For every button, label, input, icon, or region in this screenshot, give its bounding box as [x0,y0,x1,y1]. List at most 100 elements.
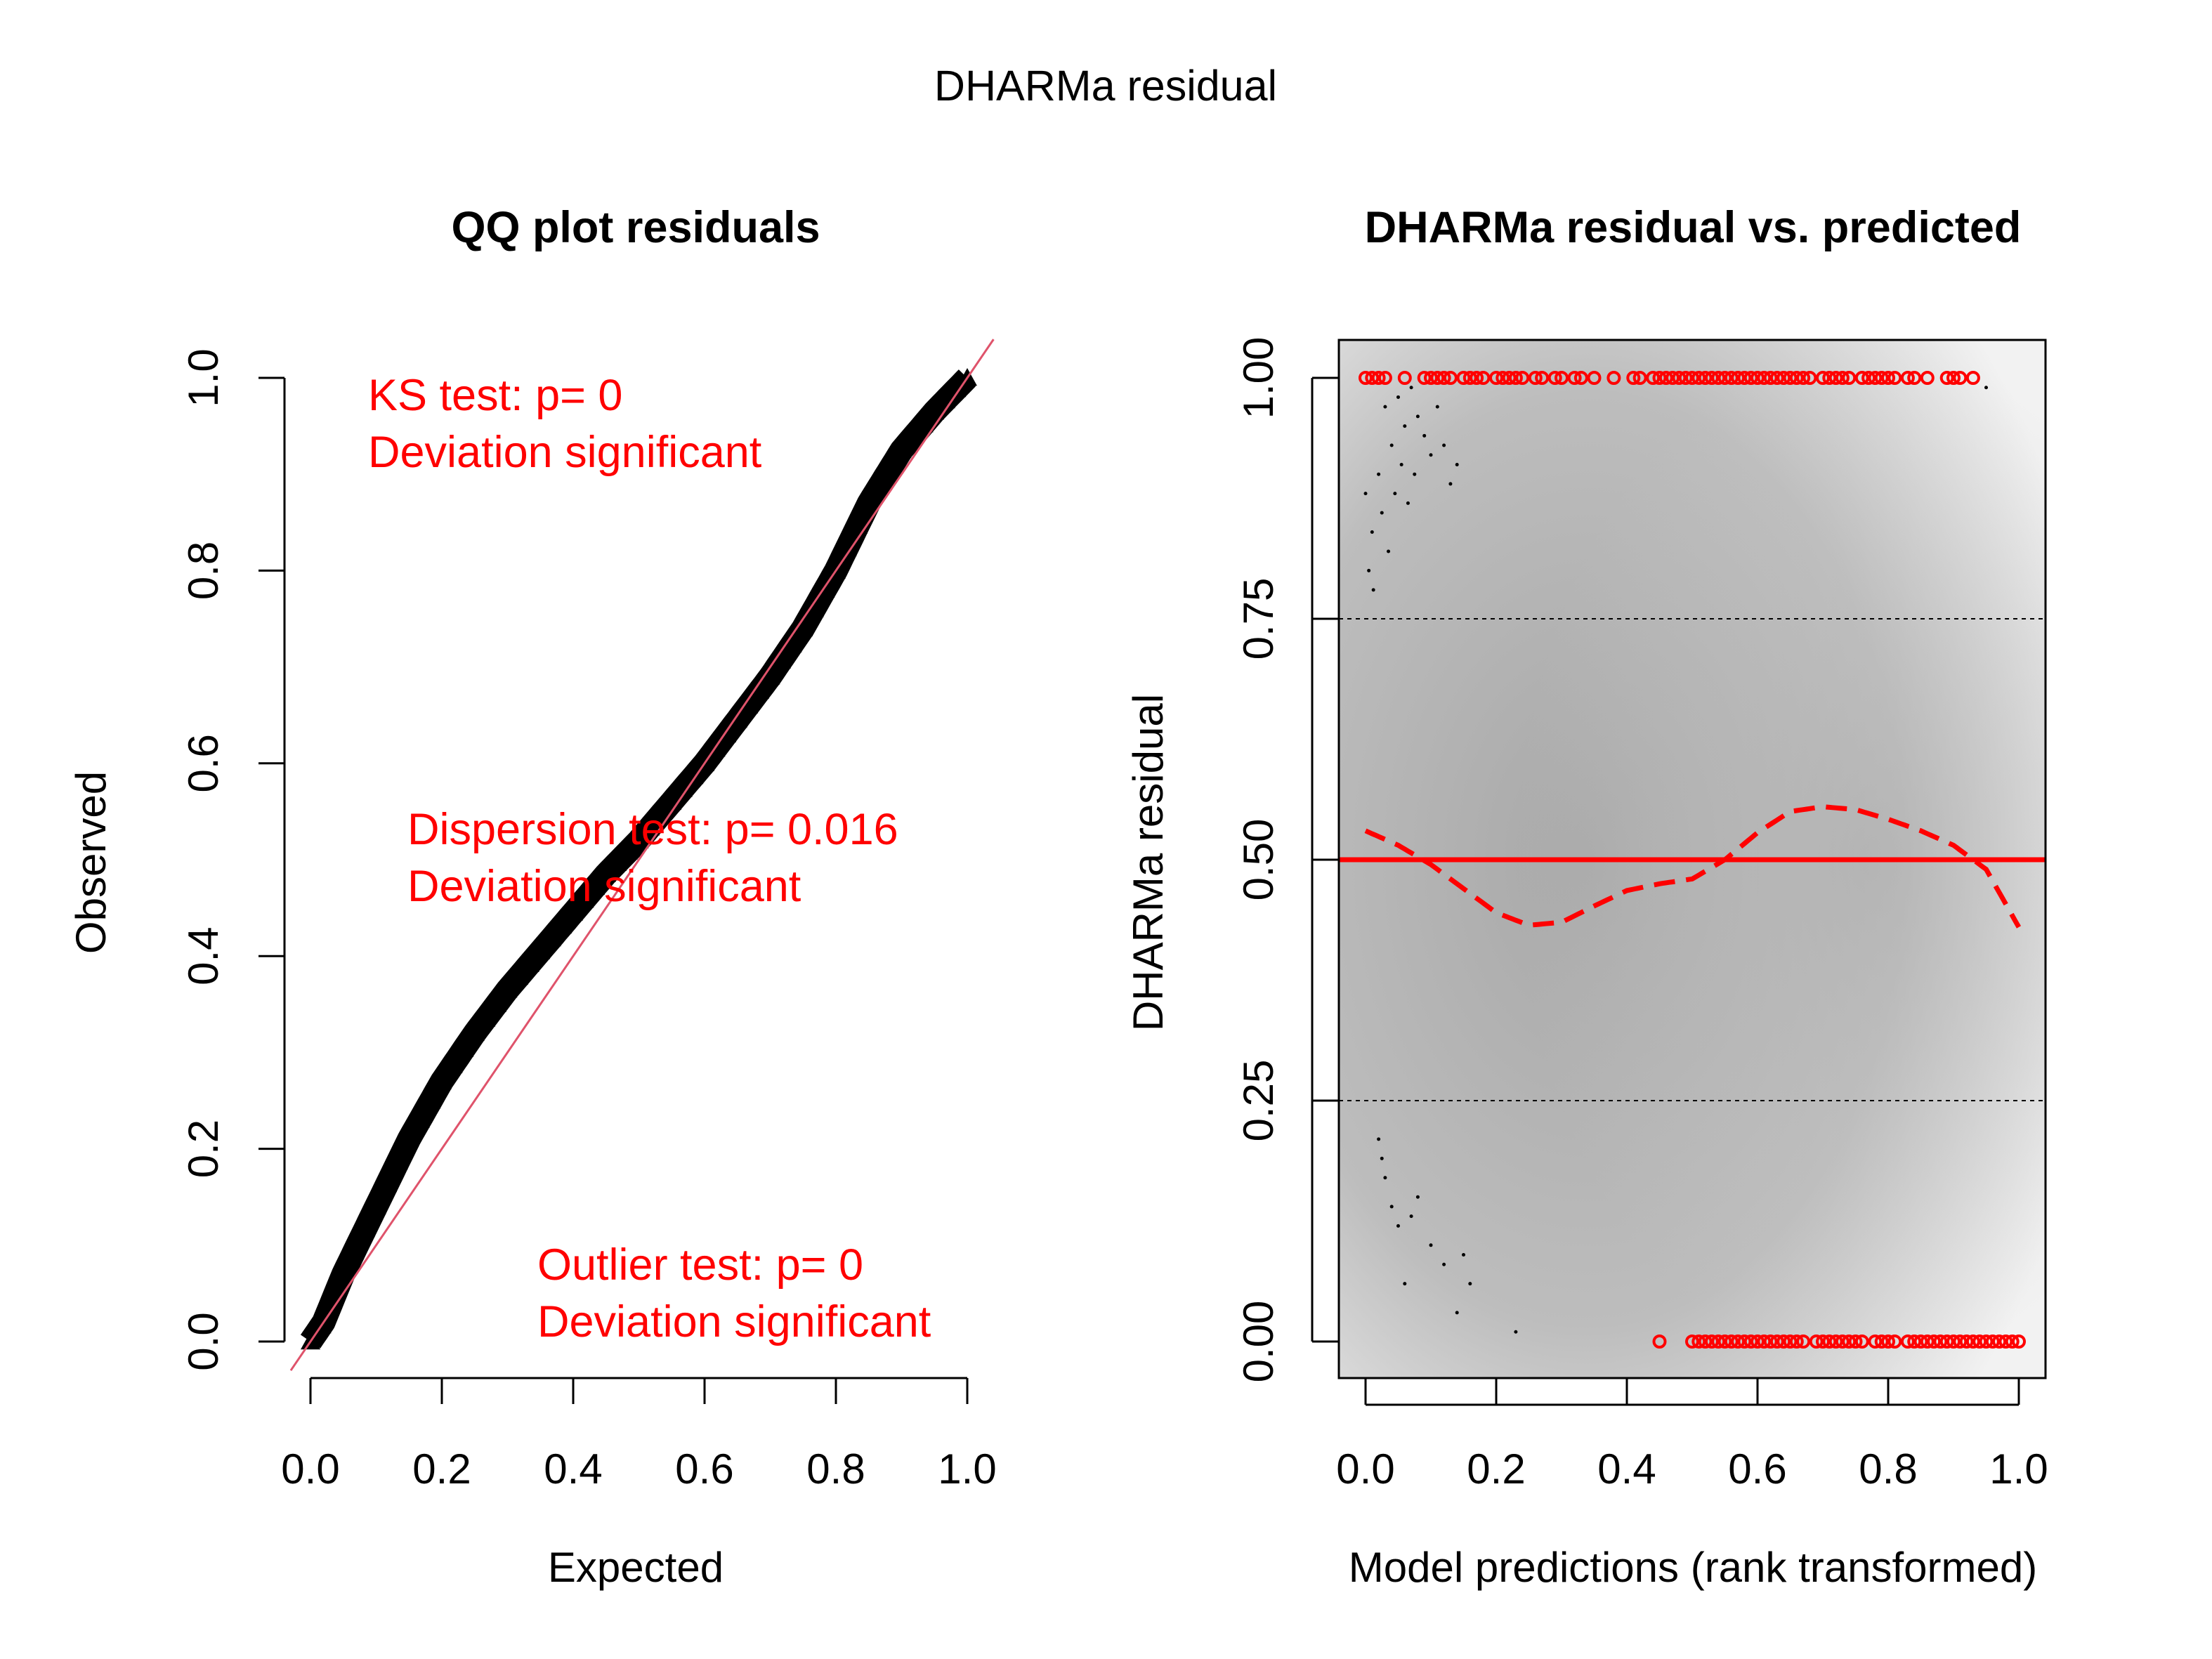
qq-point [399,1129,419,1148]
residual-outlier-bottom [1757,1335,1772,1349]
residual-outlier-top [1776,371,1791,385]
residual-outlier-top [1854,371,1869,385]
qq-point [946,379,967,398]
residual-outlier-top [1789,371,1804,385]
residual-outlier-top [1783,371,1798,385]
residual-outlier-top [1953,371,1968,385]
residual-point [1383,405,1387,409]
qq-point [476,1009,496,1027]
residual-point [1389,443,1394,447]
residual-point [1455,1311,1459,1315]
qq-point [519,954,539,972]
residual-outlier-bottom [1842,1335,1857,1349]
qq-point [443,1055,463,1073]
residual-outlier-top [1672,371,1687,385]
residual-point [1389,1205,1394,1209]
qq-plot-axes: 0.0 0.2 0.4 0.6 0.8 1.0 0.0 0.2 0.4 0.6 0.8 1.0 [180,348,997,1493]
residual-outlier-top [1547,371,1562,385]
residual-outlier-bottom [1783,1335,1798,1349]
residual-outlier-bottom [1652,1335,1667,1349]
residual-point [1455,462,1459,466]
residual-outlier-bottom [1724,1335,1739,1349]
residual-outlier-top [1437,371,1451,385]
qq-plot-panel: QQ plot residuals 0.0 0.2 0.4 0.6 0.8 1.00.00… [67,203,997,1591]
residual-outlier-bottom [1809,1335,1824,1349]
residual-point [1393,492,1397,496]
residual-outlier-top [1881,371,1895,385]
residual-point [1462,1253,1465,1257]
qq-point [486,994,506,1012]
residual-point [1371,588,1375,592]
residual-outlier-bottom [1711,1335,1726,1349]
qq-x-tick-label: 0.2 [412,1445,471,1493]
residual-point [1383,1176,1387,1180]
residual-outlier-bottom [1796,1335,1811,1349]
residual-small-points [1363,386,1988,1334]
residual-point [1413,472,1417,476]
residual-point [1406,501,1410,505]
qq-y-tick-label: 0.8 [180,542,227,600]
residual-outlier-top [1750,371,1765,385]
residual-point [1403,424,1407,428]
residual-outlier-top [1828,371,1843,385]
residual-x-tick-label: 0.4 [1597,1445,1656,1493]
residual-outlier-top [1658,371,1673,385]
qq-point [541,929,561,947]
qq-y-tick-label: 0.2 [180,1120,227,1178]
residual-point [1448,482,1453,486]
qq-point [530,941,551,959]
residual-outlier-bottom [1828,1335,1843,1349]
residual-point [1403,1282,1407,1286]
residual-outlier-bottom [1953,1335,1968,1349]
residual-outlier-top [1887,371,1902,385]
residual-x-tick-label: 0.8 [1859,1445,1917,1493]
residual-outlier-top [1724,371,1739,385]
residual-outlier-top [1502,371,1517,385]
outlier-test-line2: Deviation significant [537,1297,931,1346]
qq-reference-line-group [289,339,995,1372]
residual-outlier-bottom [1848,1335,1863,1349]
qq-point [640,818,660,836]
residual-outlier-top [1900,371,1915,385]
residual-outlier-top [1796,371,1811,385]
residual-outlier-top [1528,371,1543,385]
residual-y-axis-label: DHARMa residual [1125,694,1172,1031]
residual-outlier-top [1698,371,1713,385]
qq-point [793,618,813,636]
residual-outlier-top [1377,371,1392,385]
residual-outlier-top [1731,371,1746,385]
qq-point [432,1071,452,1089]
residual-outlier-top [1816,371,1830,385]
residual-outlier-bottom [1979,1335,1994,1349]
residual-outlier-top [1587,371,1602,385]
residual-outlier-top [1397,371,1412,385]
qq-point [672,779,693,797]
residual-outlier-top [1743,371,1758,385]
residual-outlier-top [1476,371,1491,385]
qq-points-group [300,368,977,1350]
residual-outlier-top [1685,371,1699,385]
qq-y-tick-label: 0.6 [180,734,227,792]
residual-outlier-bottom [1985,1335,2000,1349]
residual-outlier-top [1359,371,1373,385]
residual-x-tick-label: 0.6 [1728,1445,1786,1493]
residual-point [1429,1243,1433,1247]
qq-y-tick-label: 0.4 [180,926,227,985]
residual-outlier-bottom [1835,1335,1850,1349]
residual-outlier-top [1802,371,1817,385]
qq-point [804,599,824,617]
residual-outlier-top [1704,371,1719,385]
qq-x-tick-label: 0.8 [806,1445,865,1493]
residual-outlier-bottom [1913,1335,1928,1349]
residual-outlier-top [1763,371,1778,385]
residual-point [1415,414,1420,419]
residual-x-tick-label: 0.0 [1336,1445,1394,1493]
residual-y-tick-label: 0.00 [1235,1301,1282,1383]
qq-point [552,915,572,933]
residual-outlier-bottom [1769,1335,1784,1349]
residual-outlier-top [1567,371,1582,385]
qq-point [421,1091,441,1109]
residual-outlier-top [1711,371,1726,385]
outlier-test-line1: Outlier test: p= 0 [537,1240,863,1290]
